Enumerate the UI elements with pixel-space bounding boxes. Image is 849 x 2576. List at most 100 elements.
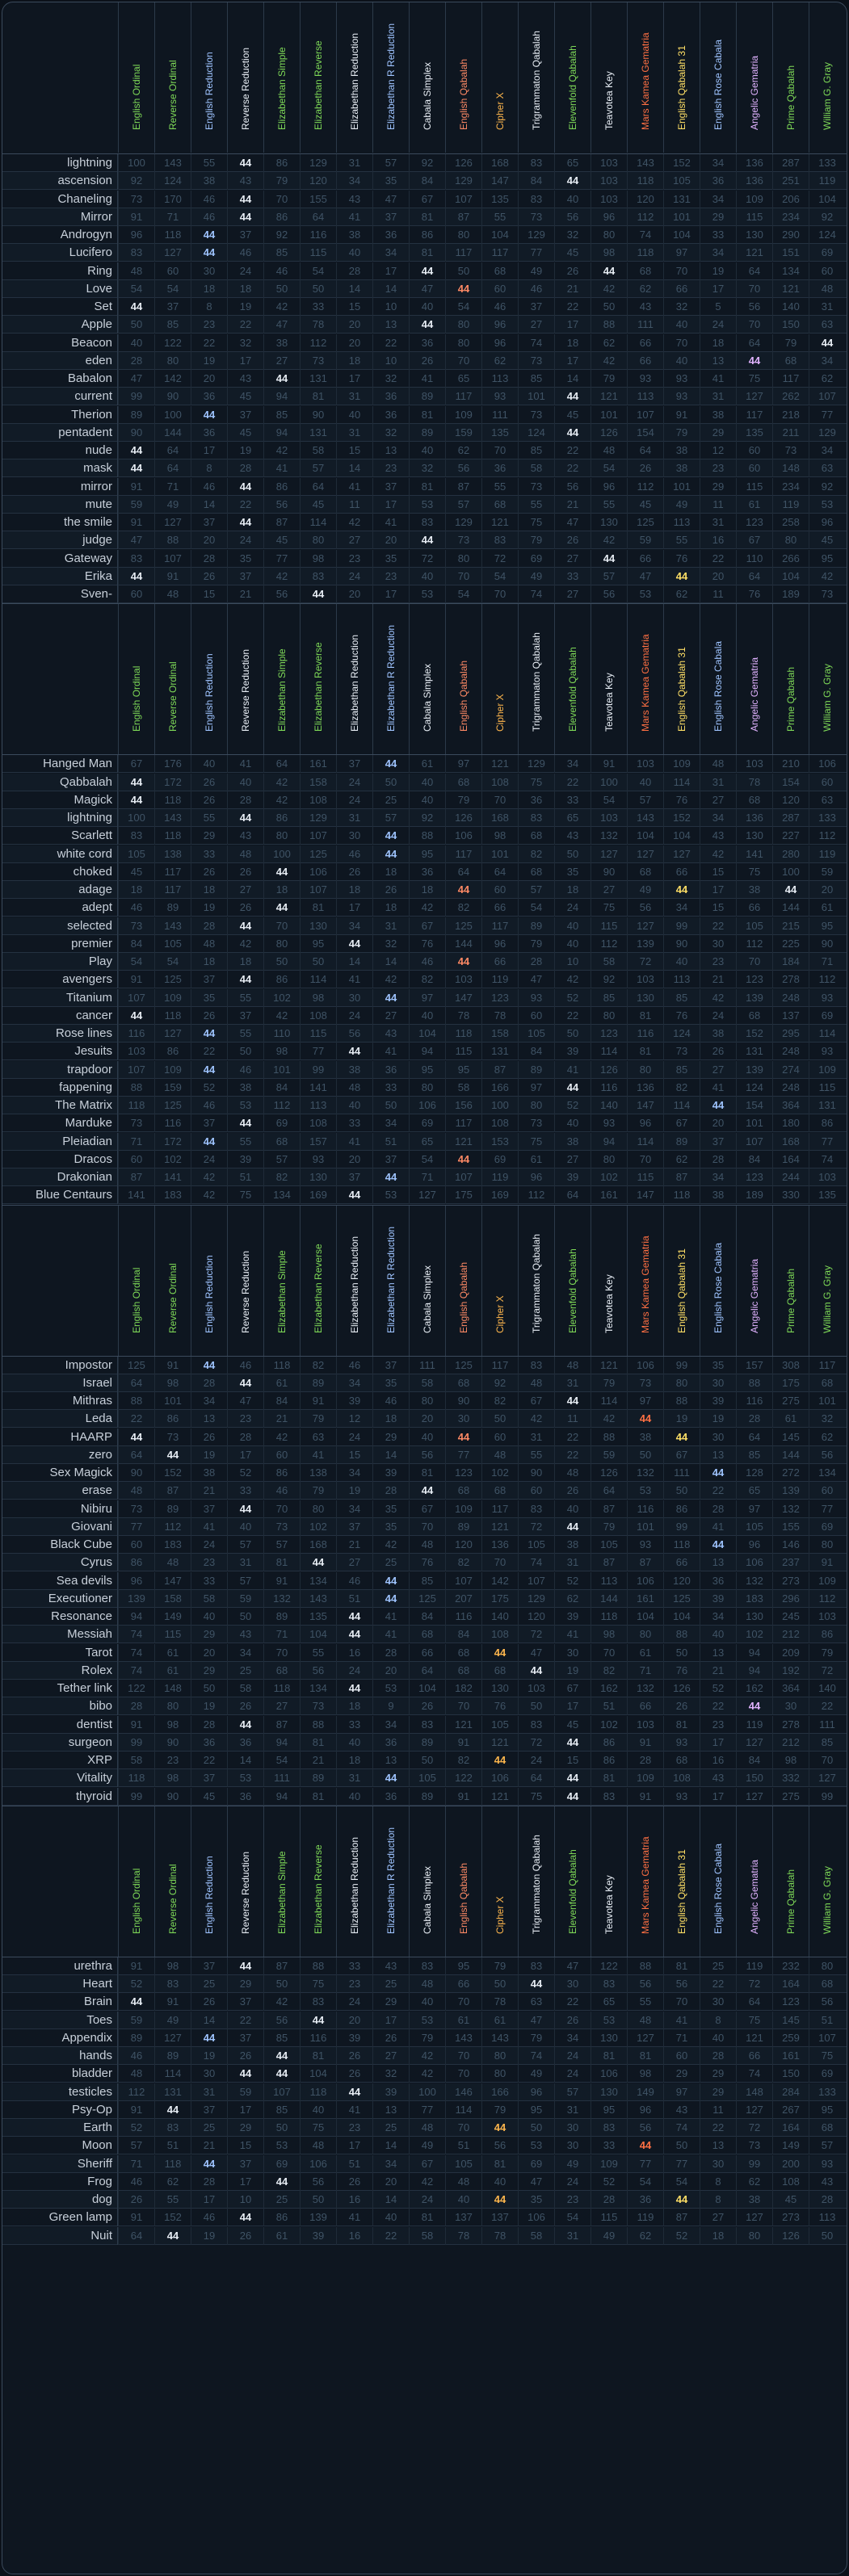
value-cell[interactable]: 104: [481, 226, 518, 244]
cipher-header-cell[interactable]: Elizabethan Reverse: [300, 1806, 336, 1957]
value-cell[interactable]: 44: [227, 478, 263, 496]
value-cell[interactable]: 136: [736, 154, 772, 172]
value-cell[interactable]: 41: [554, 1061, 591, 1079]
value-cell[interactable]: 137: [481, 2209, 518, 2226]
value-cell[interactable]: 44: [554, 1518, 591, 1536]
value-cell[interactable]: 109: [627, 1769, 663, 1787]
value-cell[interactable]: 46: [227, 1357, 263, 1374]
value-cell[interactable]: 117: [772, 370, 809, 388]
cipher-header-cell[interactable]: English Reduction: [191, 1205, 227, 1356]
value-cell[interactable]: 89: [154, 899, 191, 917]
value-cell[interactable]: 103: [809, 1168, 845, 1186]
value-cell[interactable]: 40: [409, 1993, 445, 2011]
value-cell[interactable]: 31: [336, 154, 372, 172]
value-cell[interactable]: 67: [409, 1500, 445, 1518]
value-cell[interactable]: 48: [809, 280, 845, 298]
value-cell[interactable]: 31: [809, 298, 845, 316]
value-cell[interactable]: 103: [627, 755, 663, 773]
value-cell[interactable]: 94: [736, 1662, 772, 1680]
value-cell[interactable]: 20: [336, 2012, 372, 2029]
value-cell[interactable]: 132: [591, 827, 627, 845]
value-cell[interactable]: 73: [118, 1500, 154, 1518]
value-cell[interactable]: 27: [554, 550, 591, 568]
value-cell[interactable]: 147: [154, 1572, 191, 1590]
value-cell[interactable]: 8: [191, 459, 227, 477]
value-cell[interactable]: 40: [409, 791, 445, 809]
value-cell[interactable]: 29: [663, 2065, 700, 2083]
value-cell[interactable]: 24: [409, 2191, 445, 2209]
value-cell[interactable]: 18: [700, 2227, 736, 2245]
value-cell[interactable]: 80: [627, 1626, 663, 1643]
value-cell[interactable]: 40: [118, 334, 154, 352]
value-cell[interactable]: 146: [772, 1536, 809, 1554]
row-word[interactable]: Lucifero: [2, 244, 118, 262]
value-cell[interactable]: 81: [481, 2155, 518, 2173]
value-cell[interactable]: 141: [300, 1079, 336, 1097]
value-cell[interactable]: 18: [372, 863, 409, 881]
value-cell[interactable]: 68: [481, 1662, 518, 1680]
value-cell[interactable]: 83: [118, 244, 154, 262]
row-word[interactable]: erase: [2, 1482, 118, 1500]
value-cell[interactable]: 60: [518, 1482, 554, 1500]
value-cell[interactable]: 92: [809, 478, 845, 496]
row-word[interactable]: Sheriff: [2, 2155, 118, 2173]
value-cell[interactable]: 51: [336, 1590, 372, 1608]
value-cell[interactable]: 245: [772, 1608, 809, 1626]
value-cell[interactable]: 98: [154, 1957, 191, 1975]
value-cell[interactable]: 121: [481, 514, 518, 531]
value-cell[interactable]: 42: [191, 1168, 227, 1186]
cipher-header-cell[interactable]: Reverse Reduction: [227, 1205, 263, 1356]
value-cell[interactable]: 68: [518, 863, 554, 881]
value-cell[interactable]: 38: [663, 442, 700, 459]
value-cell[interactable]: 48: [154, 1554, 191, 1571]
value-cell[interactable]: 28: [227, 1429, 263, 1446]
value-cell[interactable]: 44: [263, 2065, 300, 2083]
value-cell[interactable]: 113: [663, 971, 700, 988]
value-cell[interactable]: 37: [336, 755, 372, 773]
value-cell[interactable]: 120: [663, 1572, 700, 1590]
value-cell[interactable]: 44: [736, 1697, 772, 1715]
value-cell[interactable]: 95: [300, 935, 336, 953]
value-cell[interactable]: 79: [591, 370, 627, 388]
value-cell[interactable]: 26: [191, 1007, 227, 1025]
value-cell[interactable]: 83: [591, 1788, 627, 1806]
value-cell[interactable]: 95: [445, 1061, 481, 1079]
value-cell[interactable]: 118: [300, 2083, 336, 2101]
row-word[interactable]: hands: [2, 2047, 118, 2065]
cipher-header-cell[interactable]: Trigrammaton Qabalah: [518, 604, 554, 755]
row-word[interactable]: Drakonian: [2, 1168, 118, 1186]
value-cell[interactable]: 131: [736, 1043, 772, 1060]
value-cell[interactable]: 51: [154, 2137, 191, 2154]
value-cell[interactable]: 31: [554, 2101, 591, 2119]
value-cell[interactable]: 15: [191, 585, 227, 603]
value-cell[interactable]: 44: [372, 1769, 409, 1787]
value-cell[interactable]: 48: [118, 262, 154, 280]
value-cell[interactable]: 35: [191, 989, 227, 1007]
value-cell[interactable]: 39: [700, 1590, 736, 1608]
value-cell[interactable]: 91: [118, 2209, 154, 2226]
value-cell[interactable]: 46: [227, 244, 263, 262]
value-cell[interactable]: 47: [118, 531, 154, 549]
value-cell[interactable]: 124: [154, 172, 191, 190]
value-cell[interactable]: 85: [663, 1061, 700, 1079]
value-cell[interactable]: 17: [700, 1788, 736, 1806]
row-word[interactable]: Toes: [2, 2012, 118, 2029]
value-cell[interactable]: 73: [518, 406, 554, 424]
value-cell[interactable]: 123: [736, 1168, 772, 1186]
cipher-header-cell[interactable]: Mars Kamea Gematria: [627, 604, 663, 755]
value-cell[interactable]: 125: [445, 1357, 481, 1374]
value-cell[interactable]: 44: [591, 262, 627, 280]
value-cell[interactable]: 115: [627, 1168, 663, 1186]
value-cell[interactable]: 127: [409, 1186, 445, 1204]
value-cell[interactable]: 22: [700, 2119, 736, 2137]
value-cell[interactable]: 284: [772, 2083, 809, 2101]
value-cell[interactable]: 72: [627, 953, 663, 971]
value-cell[interactable]: 66: [481, 953, 518, 971]
value-cell[interactable]: 75: [736, 2012, 772, 2029]
value-cell[interactable]: 19: [191, 2047, 227, 2065]
row-word[interactable]: Rose lines: [2, 1025, 118, 1043]
value-cell[interactable]: 37: [227, 568, 263, 585]
value-cell[interactable]: 10: [227, 2191, 263, 2209]
value-cell[interactable]: 107: [445, 1572, 481, 1590]
value-cell[interactable]: 82: [300, 1357, 336, 1374]
